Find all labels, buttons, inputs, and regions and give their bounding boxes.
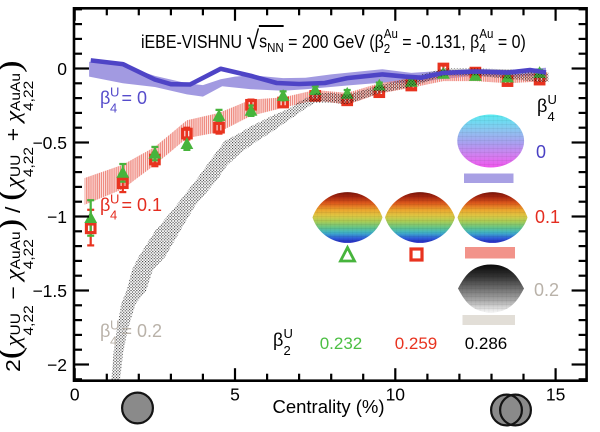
svg-text:0: 0 bbox=[57, 59, 67, 79]
svg-text:5: 5 bbox=[230, 385, 240, 405]
svg-text:0.1: 0.1 bbox=[535, 207, 560, 227]
svg-text:0: 0 bbox=[536, 142, 546, 162]
svg-text:−2: −2 bbox=[47, 355, 67, 375]
svg-text:U: U bbox=[110, 192, 119, 207]
svg-text:β: β bbox=[273, 330, 283, 350]
svg-text:U: U bbox=[284, 326, 293, 341]
svg-text:U: U bbox=[548, 92, 557, 107]
svg-text:0.286: 0.286 bbox=[465, 334, 508, 353]
svg-text:β: β bbox=[537, 96, 547, 116]
svg-text:0.232: 0.232 bbox=[320, 334, 363, 353]
svg-text:0.2: 0.2 bbox=[534, 280, 559, 300]
svg-text:4: 4 bbox=[110, 101, 117, 116]
svg-text:= 0: = 0 bbox=[122, 88, 148, 108]
svg-text:4: 4 bbox=[548, 109, 555, 124]
svg-text:−1: −1 bbox=[47, 207, 67, 227]
svg-text:0: 0 bbox=[70, 385, 80, 405]
svg-text:4: 4 bbox=[110, 334, 117, 349]
svg-text:15: 15 bbox=[546, 385, 565, 405]
svg-text:10: 10 bbox=[386, 385, 406, 405]
svg-text:U: U bbox=[110, 85, 119, 100]
svg-text:= 0.2: = 0.2 bbox=[122, 321, 163, 341]
svg-text:−1.5: −1.5 bbox=[32, 281, 67, 301]
svg-text:β: β bbox=[100, 195, 110, 215]
svg-text:= 0.1: = 0.1 bbox=[122, 195, 163, 215]
svg-text:β: β bbox=[100, 321, 110, 341]
svg-text:4: 4 bbox=[110, 208, 117, 223]
svg-text:Centrality (%): Centrality (%) bbox=[272, 396, 384, 417]
svg-text:2: 2 bbox=[284, 343, 291, 358]
svg-text:β: β bbox=[100, 88, 110, 108]
svg-text:0.259: 0.259 bbox=[395, 334, 438, 353]
svg-text:U: U bbox=[110, 318, 119, 333]
svg-text:−0.5: −0.5 bbox=[32, 133, 67, 153]
